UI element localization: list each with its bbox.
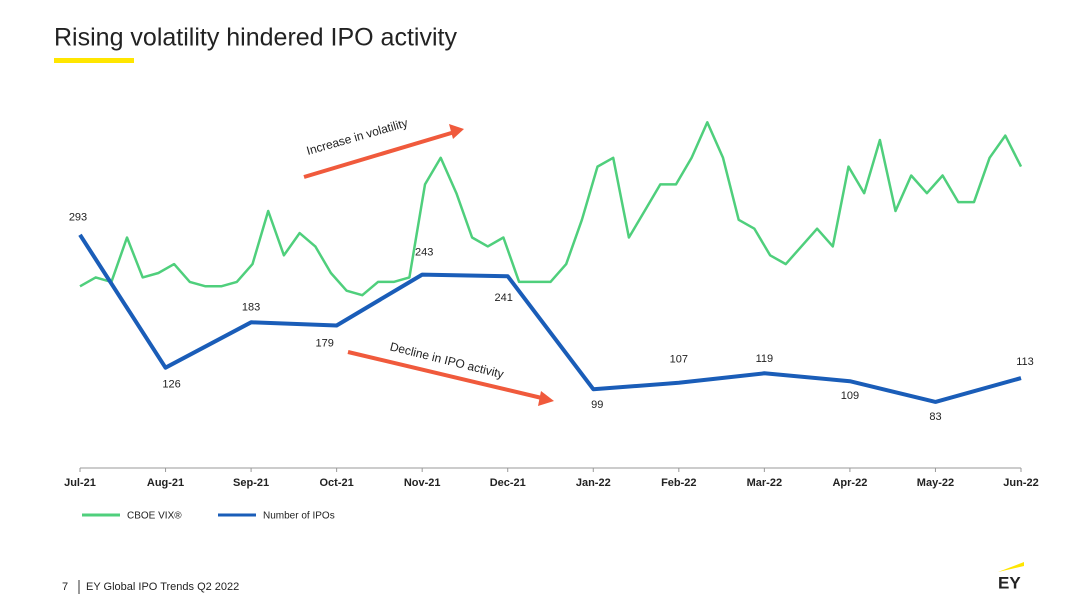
x-tick-label: Apr-22 [832, 477, 867, 489]
arrow-head [449, 124, 464, 139]
data-label: 107 [670, 354, 688, 366]
x-tick-label: Jul-21 [64, 477, 96, 489]
x-tick-label: Aug-21 [147, 477, 184, 489]
arrow-head [538, 391, 554, 406]
x-tick-label: Dec-21 [490, 477, 526, 489]
ipo-line [78, 233, 1022, 404]
x-tick-label: May-22 [917, 477, 954, 489]
x-tick-label: Jun-22 [1003, 477, 1038, 489]
plot: Jul-21 Aug-21 Sep-21 Oct-21 Nov-21 Dec-21 Jan-… [64, 121, 1039, 489]
data-label: 109 [841, 390, 859, 402]
x-tick-label: Sep-21 [233, 477, 269, 489]
data-label: 241 [495, 292, 513, 304]
data-label: 183 [242, 301, 260, 313]
data-label: 293 [69, 212, 87, 224]
data-label: 126 [162, 379, 180, 391]
data-label: 119 [756, 353, 774, 365]
data-label: 99 [591, 399, 603, 411]
x-tick-label: Mar-22 [747, 477, 782, 489]
logo-beam [998, 562, 1024, 572]
x-tick-label: Feb-22 [661, 477, 696, 489]
data-label: 179 [315, 337, 333, 349]
page-number: 7 [62, 581, 68, 593]
vix-line [79, 121, 1023, 297]
arrow-down [347, 350, 547, 401]
data-label: 243 [415, 246, 433, 258]
slide-title: Rising volatility hindered IPO activity [54, 24, 457, 52]
x-tick-label: Jan-22 [576, 477, 611, 489]
footer-text: EY Global IPO Trends Q2 2022 [86, 581, 239, 593]
logo: EY [998, 573, 1021, 592]
title-underline [54, 58, 134, 63]
legend-label: CBOE VIX® [127, 511, 182, 522]
arrow-up [303, 129, 459, 179]
x-tick-label: Oct-21 [320, 477, 354, 489]
x-tick-label: Nov-21 [404, 477, 441, 489]
data-label: 83 [929, 411, 941, 423]
legend-label: Number of IPOs [263, 511, 335, 522]
data-label: 113 [1016, 356, 1034, 368]
